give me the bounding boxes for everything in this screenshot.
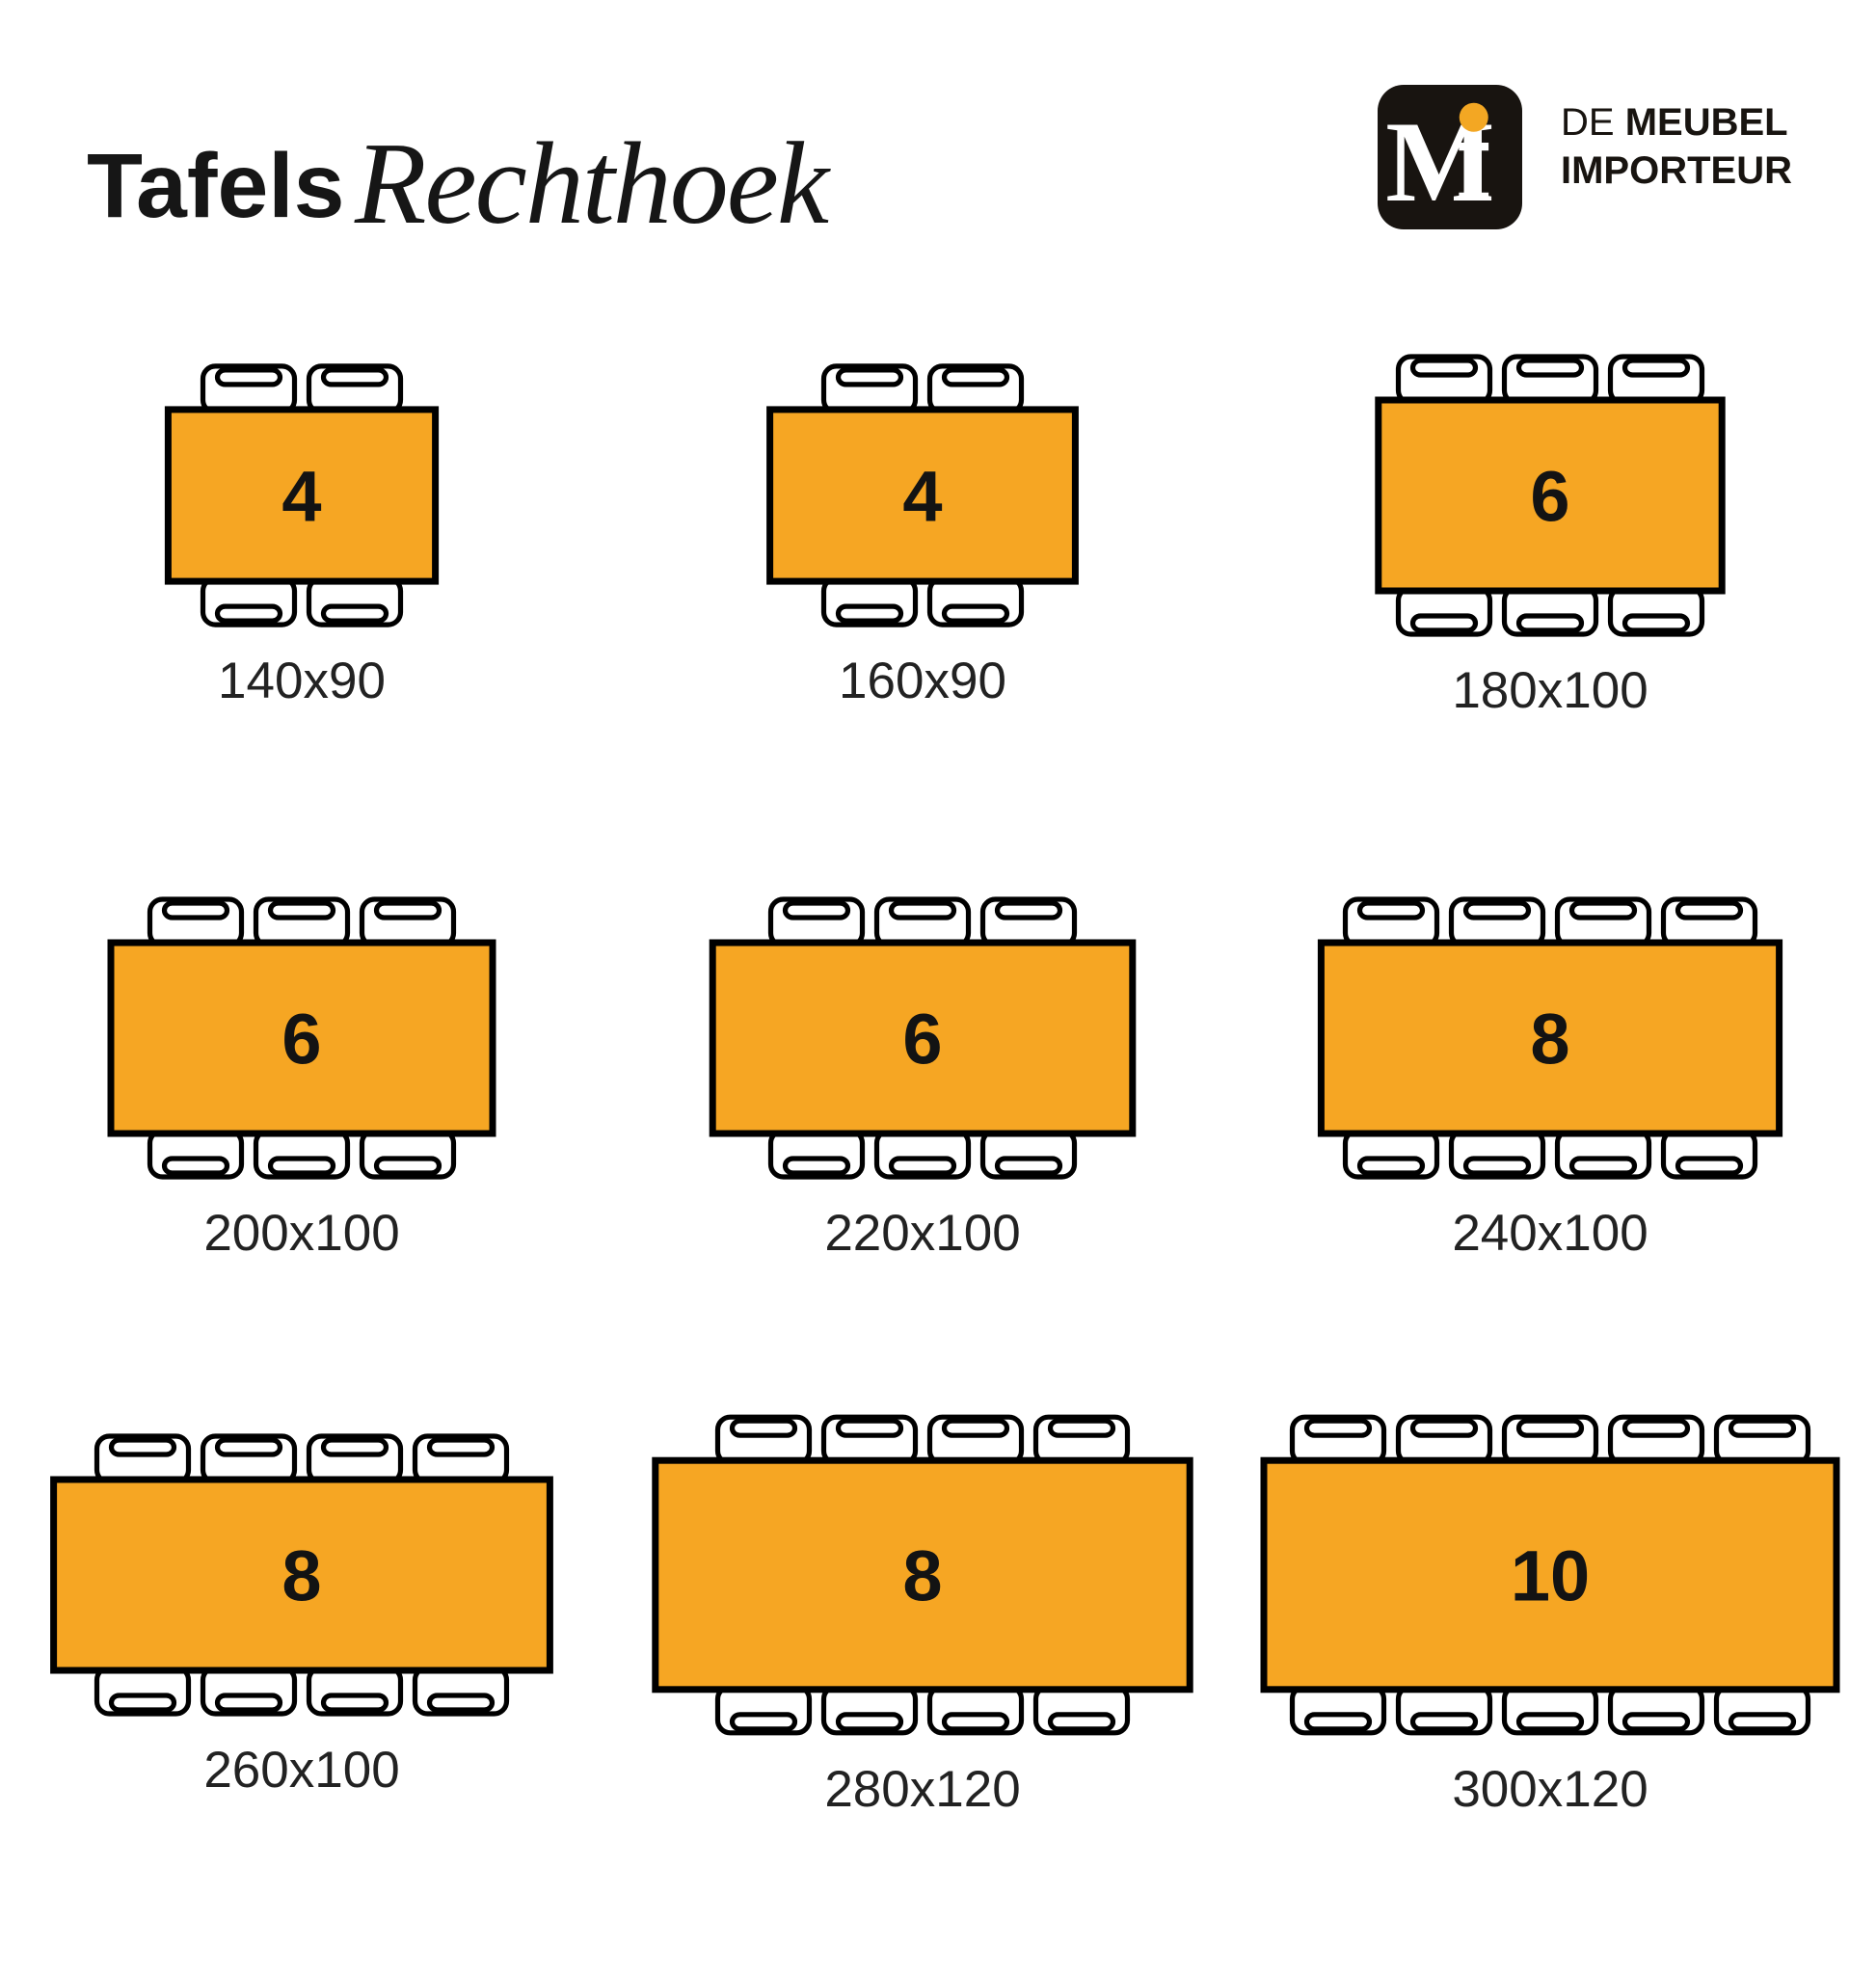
svg-text:280x120: 280x120 bbox=[824, 1761, 1020, 1818]
svg-text:8: 8 bbox=[1530, 1000, 1569, 1080]
svg-text:10: 10 bbox=[1511, 1536, 1590, 1616]
svg-text:160x90: 160x90 bbox=[839, 653, 1006, 709]
svg-text:240x100: 240x100 bbox=[1452, 1205, 1648, 1262]
svg-text:200x100: 200x100 bbox=[203, 1205, 399, 1262]
svg-text:Rechthoek: Rechthoek bbox=[354, 119, 831, 249]
svg-text:6: 6 bbox=[281, 1000, 321, 1080]
svg-text:6: 6 bbox=[902, 1000, 942, 1080]
svg-text:Tafels: Tafels bbox=[87, 135, 345, 237]
svg-text:140x90: 140x90 bbox=[218, 653, 386, 709]
svg-text:IMPORTEUR: IMPORTEUR bbox=[1561, 149, 1792, 192]
svg-text:300x120: 300x120 bbox=[1452, 1761, 1648, 1818]
svg-text:8: 8 bbox=[902, 1536, 942, 1616]
svg-text:220x100: 220x100 bbox=[824, 1205, 1020, 1262]
svg-text:6: 6 bbox=[1530, 457, 1569, 537]
svg-text:4: 4 bbox=[902, 457, 942, 537]
svg-text:260x100: 260x100 bbox=[203, 1742, 399, 1799]
svg-text:8: 8 bbox=[281, 1536, 321, 1616]
svg-text:4: 4 bbox=[281, 457, 321, 537]
svg-text:180x100: 180x100 bbox=[1452, 662, 1648, 719]
svg-text:DE MEUBEL: DE MEUBEL bbox=[1561, 101, 1788, 144]
